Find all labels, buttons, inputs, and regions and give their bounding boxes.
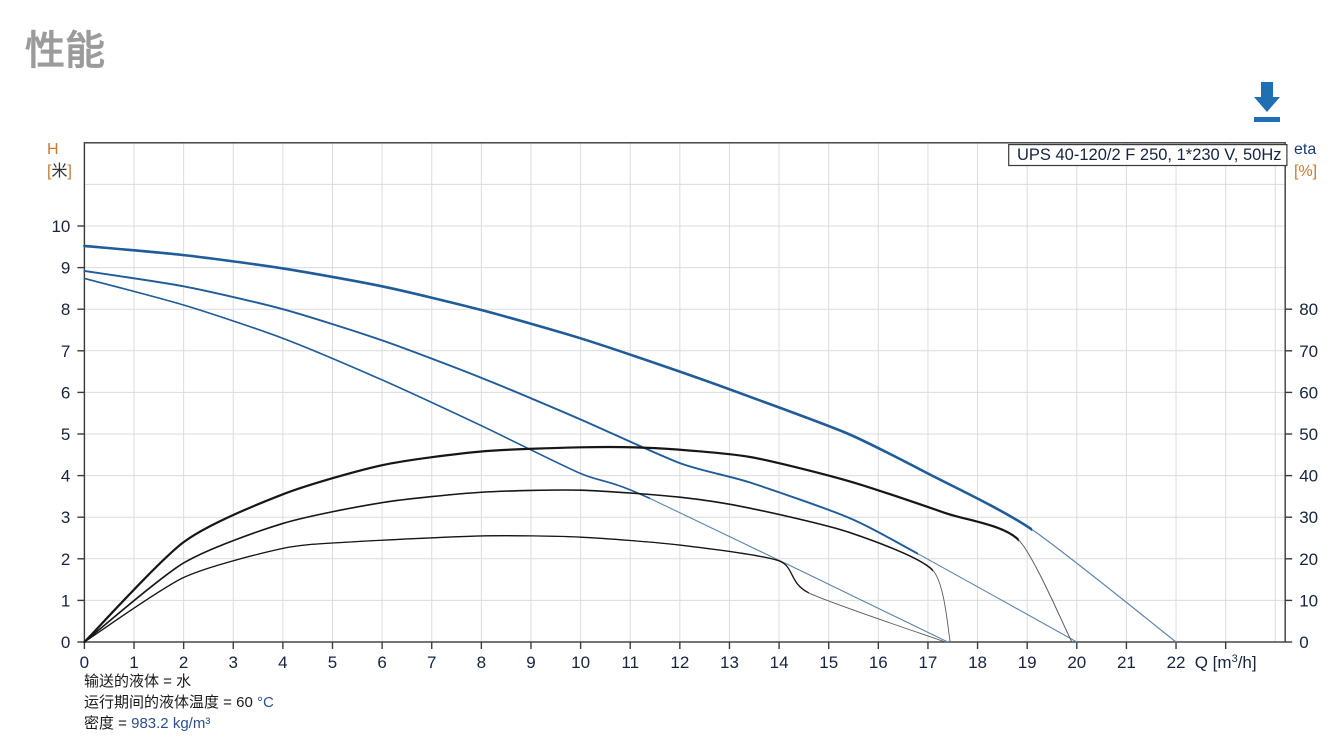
- svg-text:4: 4: [61, 467, 70, 486]
- svg-text:6: 6: [377, 653, 386, 672]
- svg-text:19: 19: [1018, 653, 1037, 672]
- svg-text:10: 10: [571, 653, 590, 672]
- svg-text:13: 13: [720, 653, 739, 672]
- svg-text:9: 9: [526, 653, 535, 672]
- svg-text:3: 3: [61, 508, 70, 527]
- svg-text:50: 50: [1299, 425, 1318, 444]
- svg-text:8: 8: [477, 653, 486, 672]
- svg-text:10: 10: [51, 217, 70, 236]
- svg-text:9: 9: [61, 259, 70, 278]
- svg-text:5: 5: [328, 653, 337, 672]
- svg-text:2: 2: [61, 550, 70, 569]
- svg-text:UPS 40-120/2 F 250, 1*230 V, 5: UPS 40-120/2 F 250, 1*230 V, 50Hz: [1017, 146, 1281, 164]
- svg-text:[米]: [米]: [47, 162, 72, 180]
- svg-text:80: 80: [1299, 300, 1318, 319]
- svg-text:15: 15: [819, 653, 838, 672]
- svg-text:16: 16: [869, 653, 888, 672]
- svg-text:1: 1: [61, 591, 70, 610]
- svg-text:eta: eta: [1294, 141, 1316, 158]
- svg-text:3: 3: [229, 653, 238, 672]
- svg-text:1: 1: [129, 653, 138, 672]
- svg-text:18: 18: [968, 653, 987, 672]
- svg-text:17: 17: [918, 653, 937, 672]
- svg-text:4: 4: [278, 653, 287, 672]
- svg-text:0: 0: [1299, 633, 1308, 652]
- svg-text:21: 21: [1117, 653, 1136, 672]
- svg-text:40: 40: [1299, 467, 1318, 486]
- svg-text:0: 0: [61, 633, 70, 652]
- svg-text:H: H: [47, 141, 59, 158]
- svg-text:10: 10: [1299, 591, 1318, 610]
- svg-text:6: 6: [61, 383, 70, 402]
- svg-text:5: 5: [61, 425, 70, 444]
- svg-text:8: 8: [61, 300, 70, 319]
- svg-text:30: 30: [1299, 508, 1318, 527]
- svg-text:14: 14: [770, 653, 789, 672]
- svg-text:Q [m3/h]: Q [m3/h]: [1195, 653, 1257, 672]
- svg-text:12: 12: [670, 653, 689, 672]
- svg-text:11: 11: [621, 653, 639, 672]
- svg-text:2: 2: [179, 653, 188, 672]
- svg-text:7: 7: [427, 653, 436, 672]
- svg-text:20: 20: [1067, 653, 1086, 672]
- svg-text:20: 20: [1299, 550, 1318, 569]
- svg-text:0: 0: [80, 653, 89, 672]
- svg-text:7: 7: [61, 342, 70, 361]
- svg-text:70: 70: [1299, 342, 1318, 361]
- svg-text:22: 22: [1167, 653, 1186, 672]
- svg-text:[%]: [%]: [1294, 163, 1317, 180]
- svg-text:60: 60: [1299, 383, 1318, 402]
